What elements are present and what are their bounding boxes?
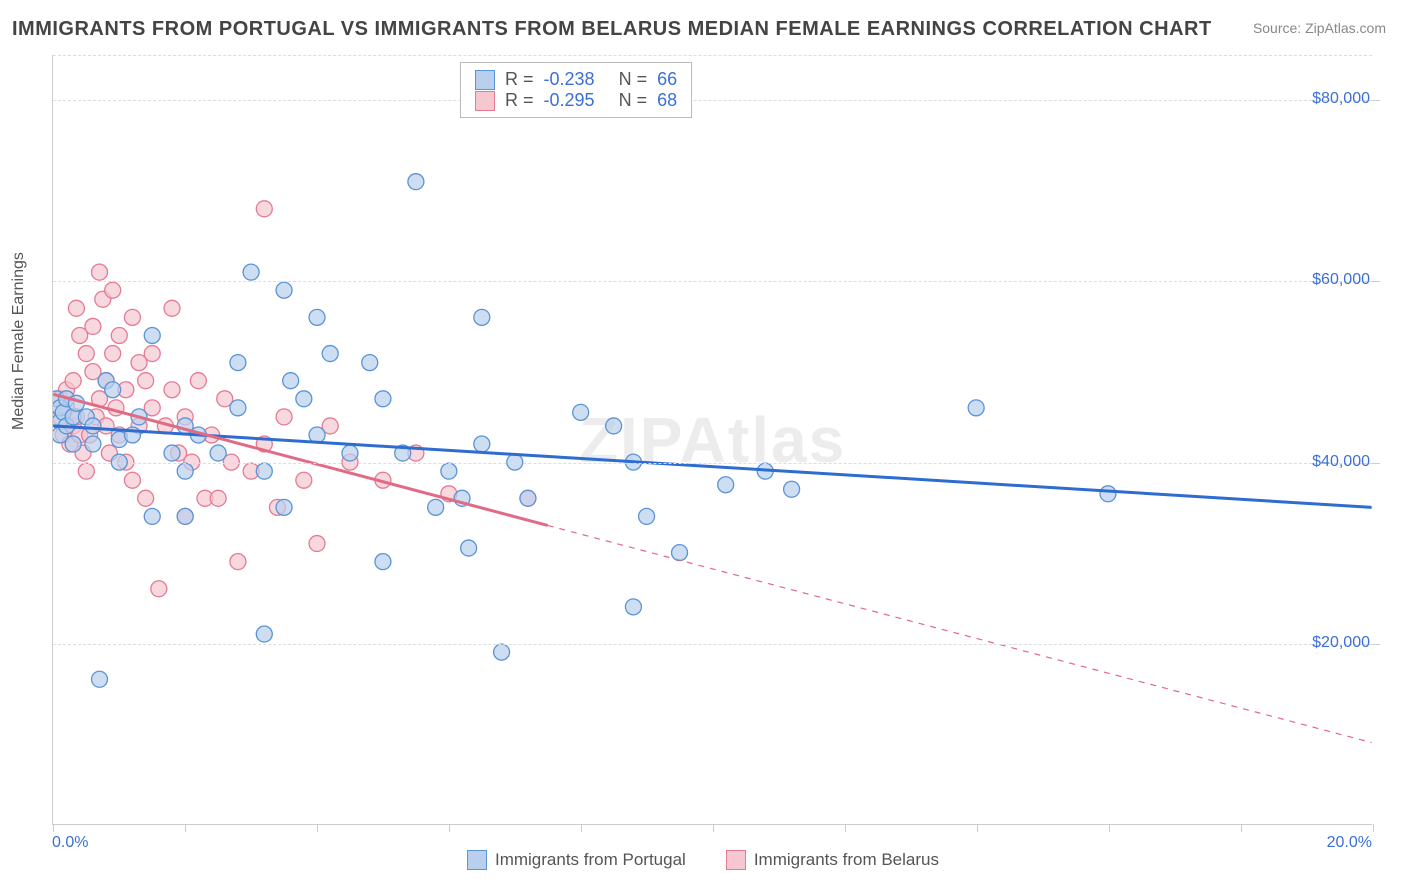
y-tick-label: $40,000 (1312, 453, 1370, 471)
legend-label-belarus: Immigrants from Belarus (754, 850, 939, 870)
x-left-label: 0.0% (52, 834, 88, 852)
swatch-belarus (726, 850, 746, 870)
swatch-portugal (467, 850, 487, 870)
legend-label-portugal: Immigrants from Portugal (495, 850, 686, 870)
legend-row-portugal: R = -0.238 N = 66 (475, 69, 677, 90)
n-value-belarus: 68 (657, 90, 677, 111)
y-tick-label: $20,000 (1312, 634, 1370, 652)
legend-row-belarus: R = -0.295 N = 68 (475, 90, 677, 111)
y-tick-label: $80,000 (1312, 90, 1370, 108)
chart-container: IMMIGRANTS FROM PORTUGAL VS IMMIGRANTS F… (0, 0, 1406, 892)
source-label: Source: ZipAtlas.com (1253, 20, 1386, 36)
n-value-portugal: 66 (657, 69, 677, 90)
r-label: R = (505, 90, 534, 111)
legend-item-portugal: Immigrants from Portugal (467, 850, 686, 870)
x-right-label: 20.0% (1327, 834, 1372, 852)
series-legend: Immigrants from Portugal Immigrants from… (0, 850, 1406, 870)
r-value-portugal: -0.238 (544, 69, 595, 90)
chart-title: IMMIGRANTS FROM PORTUGAL VS IMMIGRANTS F… (12, 18, 1212, 41)
legend-item-belarus: Immigrants from Belarus (726, 850, 939, 870)
correlation-legend: R = -0.238 N = 66 R = -0.295 N = 68 (460, 62, 692, 118)
swatch-belarus (475, 91, 495, 111)
n-label: N = (619, 90, 648, 111)
y-axis-label: Median Female Earnings (10, 252, 28, 430)
r-value-belarus: -0.295 (544, 90, 595, 111)
r-label: R = (505, 69, 534, 90)
y-tick-label: $60,000 (1312, 271, 1370, 289)
plot-area: ZIPAtlas (52, 55, 1372, 825)
n-label: N = (619, 69, 648, 90)
swatch-portugal (475, 70, 495, 90)
scatter-svg (53, 55, 1372, 824)
